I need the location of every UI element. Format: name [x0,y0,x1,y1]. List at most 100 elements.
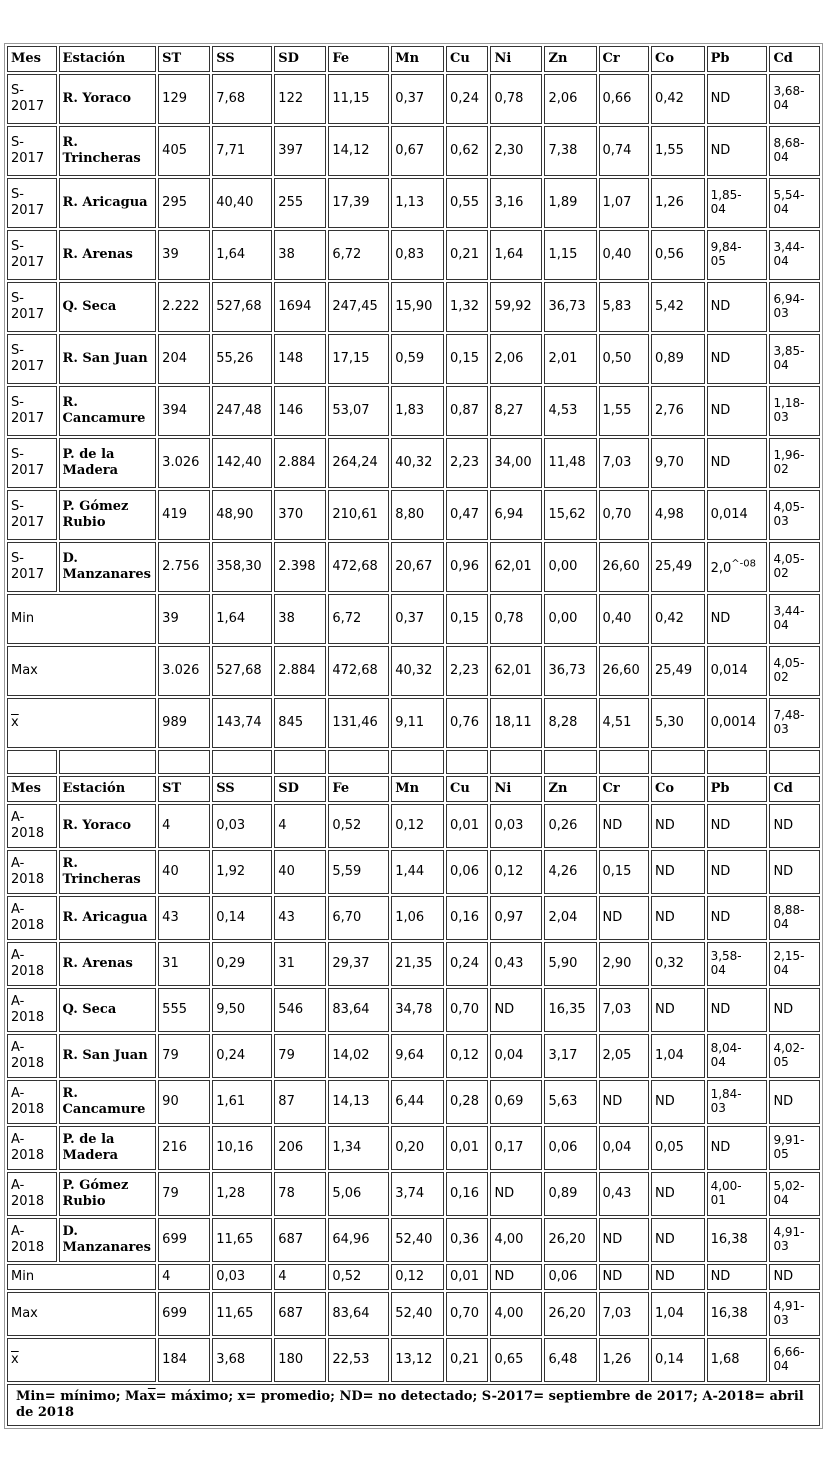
value-cell: 0,40 [598,594,649,644]
month-cell: A-2018 [7,896,57,940]
column-header: Zn [544,46,597,72]
value-cell: 4,00-01 [706,1172,768,1216]
value-cell: 5,42 [650,282,705,332]
value-with-exponent: 4,05-02 [773,552,805,580]
month-cell: S-2017 [7,178,57,228]
value-cell: 0,78 [490,74,543,124]
empty-cell [650,750,705,774]
station-cell: R. Aricagua [58,178,157,228]
value-cell: 0,74 [598,126,649,176]
value-cell: 0,43 [598,1172,649,1216]
value-cell: 2,30 [490,126,543,176]
value-cell: 6,72 [328,594,390,644]
column-header: SS [212,46,273,72]
value-cell: 0,00 [544,542,597,592]
value-cell: 0,47 [446,490,489,540]
value-cell: 0,37 [391,594,445,644]
value-cell: 36,73 [544,282,597,332]
value-cell: ND [706,988,768,1032]
value-cell: 25,49 [650,542,705,592]
value-cell: 40,32 [391,646,445,696]
value-with-exponent: 8,04-04 [710,1041,742,1069]
value-cell: 1,44 [391,850,445,894]
value-with-exponent: 4,05-02 [773,656,805,684]
value-cell: 38 [274,230,327,280]
value-cell: 1,26 [650,178,705,228]
value-cell: 0,42 [650,74,705,124]
mean-symbol: x [147,1389,156,1404]
value-cell: 1,64 [490,230,543,280]
value-with-exponent: 3,68-04 [773,84,805,112]
value-cell: 0,52 [328,1264,390,1290]
station-cell: R. Yoraco [58,74,157,124]
value-cell: 0,87 [446,386,489,436]
table-row: S-2017 D. Manzanares 2.756 358,30 2.398 472,6… [7,542,820,592]
value-cell: 0,28 [446,1080,489,1124]
value-cell: 79 [158,1034,211,1078]
value-cell: 16,38 [706,1218,768,1262]
empty-cell [274,750,327,774]
value-with-exponent: 4,05-03 [773,500,805,528]
column-header: Pb [706,46,768,72]
value-cell: 0,24 [212,1034,273,1078]
value-cell: 1,04 [650,1292,705,1336]
station-cell: D. Manzanares [58,542,157,592]
value-cell: 0,29 [212,942,273,986]
value-cell: 527,68 [212,282,273,332]
station-cell: P. Gómez Rubio [58,490,157,540]
value-cell: 0,50 [598,334,649,384]
month-cell: S-2017 [7,490,57,540]
value-cell: 38 [274,594,327,644]
month-cell: S-2017 [7,542,57,592]
value-cell: 52,40 [391,1292,445,1336]
value-cell: 62,01 [490,646,543,696]
value-cell: ND [706,896,768,940]
value-cell: 1,06 [391,896,445,940]
column-header: Estación [58,776,157,802]
value-cell: 1,55 [598,386,649,436]
value-cell: 0,36 [446,1218,489,1262]
value-cell: 21,35 [391,942,445,986]
empty-cell [212,750,273,774]
value-cell: 39 [158,230,211,280]
table-row: S-2017 R. San Juan 204 55,26 148 17,15 0,59 0,1… [7,334,820,384]
value-cell: 4 [158,1264,211,1290]
value-cell: 0,04 [490,1034,543,1078]
value-cell: 87 [274,1080,327,1124]
station-cell: R. Cancamure [58,1080,157,1124]
value-cell: 6,44 [391,1080,445,1124]
value-cell: 699 [158,1292,211,1336]
value-cell: 206 [274,1126,327,1170]
table-row: A-2018 R. Arenas 31 0,29 31 29,37 21,35 0,24 0,4… [7,942,820,986]
month-cell: S-2017 [7,334,57,384]
value-cell: ND [598,1080,649,1124]
value-cell: 9,50 [212,988,273,1032]
value-cell: 0,15 [446,594,489,644]
value-cell: 8,80 [391,490,445,540]
value-cell: 2,01 [544,334,597,384]
value-cell: 34,00 [490,438,543,488]
month-cell: A-2018 [7,850,57,894]
value-cell: 4,98 [650,490,705,540]
value-cell: 0,96 [446,542,489,592]
month-cell: A-2018 [7,1126,57,1170]
value-cell: 55,26 [212,334,273,384]
empty-cell [706,750,768,774]
value-cell: 0,56 [650,230,705,280]
value-cell: 0,00 [544,594,597,644]
value-cell: 255 [274,178,327,228]
column-header: Co [650,776,705,802]
value-cell: ND [706,126,768,176]
value-cell: 90 [158,1080,211,1124]
value-cell: 0,06 [544,1264,597,1290]
station-cell: R. Trincheras [58,850,157,894]
column-header: Cd [769,776,820,802]
value-with-exponent: 4,00-01 [710,1179,742,1207]
value-cell: 31 [274,942,327,986]
value-cell: 0,24 [446,74,489,124]
column-header: Cu [446,776,489,802]
value-cell: 0,03 [490,804,543,848]
column-header: ST [158,46,211,72]
value-cell: 0,83 [391,230,445,280]
value-cell: 2,0^-08 [706,542,768,592]
